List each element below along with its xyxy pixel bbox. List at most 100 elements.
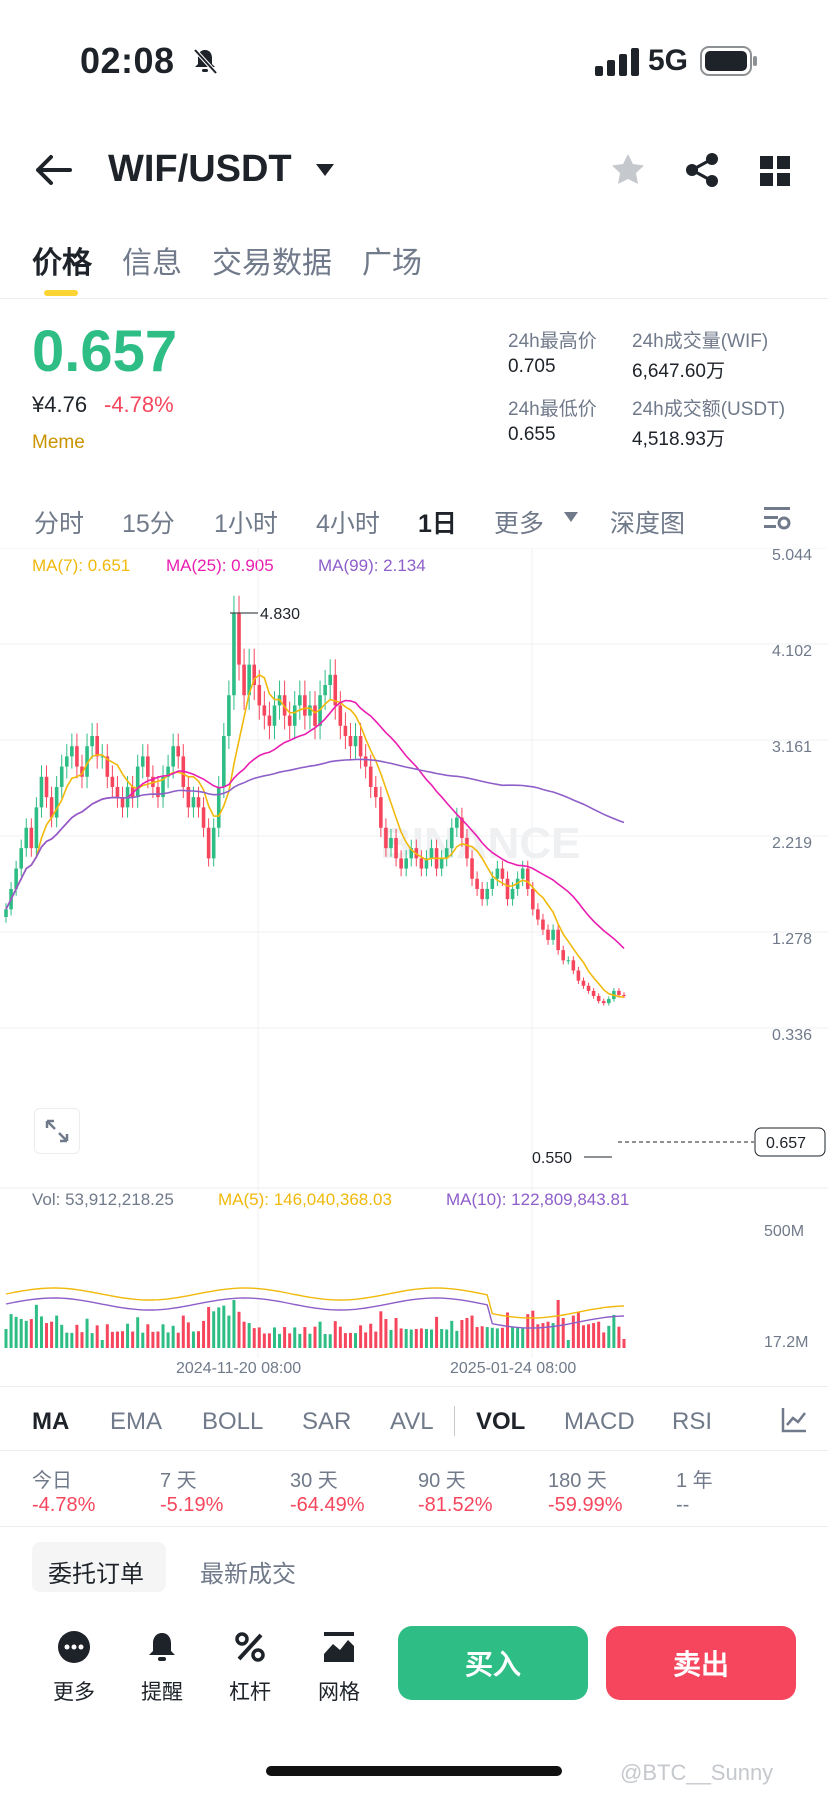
y-tick-label: 4.102 <box>772 643 812 660</box>
interval-1d[interactable]: 1日 <box>418 510 457 538</box>
tab-info[interactable]: 信息 <box>122 247 182 280</box>
candle <box>211 827 216 859</box>
volume-bar <box>232 1300 236 1348</box>
interval-line[interactable]: 分时 <box>34 510 85 538</box>
volume-bar <box>75 1324 79 1348</box>
volume-bar <box>272 1327 276 1348</box>
candle <box>323 685 327 696</box>
tab-trading-data[interactable]: 交易数据 <box>212 247 332 280</box>
volume-bar <box>278 1333 282 1348</box>
candle <box>353 736 358 747</box>
category-tag[interactable]: Meme <box>32 432 85 453</box>
favorite-star-icon[interactable] <box>610 152 646 188</box>
indicator-avl[interactable]: AVL <box>390 1408 434 1435</box>
ma-lines <box>5 673 625 998</box>
candle <box>404 858 408 869</box>
interval-1h[interactable]: 1小时 <box>214 510 278 538</box>
indicator-sar[interactable]: SAR <box>302 1408 352 1435</box>
indicator-rsi[interactable]: RSI <box>672 1408 713 1435</box>
volume-bar <box>419 1328 423 1348</box>
candle <box>566 960 571 962</box>
volume-bar <box>581 1325 585 1348</box>
period-label-7d: 7 天 <box>160 1470 197 1492</box>
y-tick-label: 1.278 <box>772 931 812 948</box>
period-label-today: 今日 <box>32 1470 72 1492</box>
alert-label[interactable]: 提醒 <box>141 1681 183 1704</box>
more-dots-icon[interactable] <box>57 1630 91 1664</box>
candle <box>424 858 429 869</box>
more-label[interactable]: 更多 <box>53 1681 95 1704</box>
candle <box>500 868 505 879</box>
indicator-macd[interactable]: MACD <box>564 1408 635 1435</box>
sell-button[interactable]: 卖出 <box>606 1626 796 1700</box>
grid-menu-icon[interactable] <box>760 156 790 186</box>
chart-watermark: BINANCE <box>380 819 580 868</box>
volume-bar <box>181 1315 185 1348</box>
indicator-settings-icon[interactable] <box>780 1406 808 1434</box>
candle <box>449 827 454 849</box>
volume-bar <box>440 1329 444 1348</box>
interval-4h[interactable]: 4小时 <box>316 510 380 538</box>
more-caret-icon[interactable] <box>564 512 578 522</box>
battery-icon <box>700 46 757 76</box>
volume-bar <box>186 1322 190 1348</box>
caret-down-icon[interactable] <box>316 164 334 176</box>
volume-bar <box>267 1333 271 1348</box>
volume-bar <box>587 1324 591 1348</box>
volume-bar <box>191 1331 195 1348</box>
volume-bar <box>80 1332 84 1348</box>
tab-recent-trades[interactable]: 最新成交 <box>200 1561 296 1588</box>
chart-settings-icon[interactable] <box>762 504 792 532</box>
alert-bell-icon[interactable] <box>145 1630 179 1664</box>
ma-line <box>5 758 625 910</box>
indicator-vol[interactable]: VOL <box>476 1408 526 1435</box>
back-arrow-icon[interactable] <box>34 152 74 188</box>
volume-bar <box>348 1332 352 1348</box>
candle <box>70 746 74 757</box>
fullscreen-button[interactable] <box>34 1108 80 1154</box>
indicator-boll[interactable]: BOLL <box>202 1408 264 1435</box>
volume-bar <box>222 1305 226 1348</box>
candle <box>186 786 191 808</box>
home-indicator[interactable] <box>266 1766 562 1776</box>
buy-button[interactable]: 买入 <box>398 1626 588 1700</box>
candle <box>556 929 560 951</box>
candle <box>358 736 363 757</box>
candle <box>308 705 312 716</box>
volume-bar <box>328 1334 332 1348</box>
indicator-ma[interactable]: MA <box>32 1408 70 1435</box>
interval-15m[interactable]: 15分 <box>122 510 175 538</box>
volume-bar <box>556 1300 560 1348</box>
signal-icon <box>595 48 639 76</box>
grid-label[interactable]: 网格 <box>318 1681 360 1704</box>
order-tab-highlight <box>32 1542 166 1592</box>
volume-bar <box>14 1316 18 1348</box>
candle <box>561 950 566 961</box>
tab-order-book[interactable]: 委托订单 <box>48 1561 144 1588</box>
volume-bar <box>470 1315 474 1348</box>
indicator-ema[interactable]: EMA <box>110 1408 163 1435</box>
pair-title[interactable]: WIF/USDT <box>108 148 292 190</box>
candle <box>444 848 449 859</box>
tab-price[interactable]: 价格 <box>32 247 92 280</box>
volume-bar <box>161 1324 165 1348</box>
candle <box>536 909 540 920</box>
high-value: 0.705 <box>508 356 556 377</box>
leverage-label[interactable]: 杠杆 <box>229 1681 271 1704</box>
volume-bar <box>34 1304 38 1348</box>
candle <box>338 705 343 726</box>
volume-bar <box>293 1327 297 1348</box>
candle <box>49 797 54 818</box>
candlestick-chart[interactable]: BINANCE 5.044 4.102 3.161 2.219 1.278 0.336 4… <box>0 548 828 1358</box>
share-icon[interactable] <box>684 152 720 188</box>
candle <box>166 766 170 777</box>
leverage-percent-icon[interactable] <box>233 1630 267 1664</box>
tab-square[interactable]: 广场 <box>362 247 422 280</box>
image-watermark: @BTC__Sunny <box>620 1760 774 1785</box>
ma-line <box>5 673 625 998</box>
interval-more[interactable]: 更多 <box>494 510 545 538</box>
low-value: 0.655 <box>508 424 556 445</box>
grid-trading-icon[interactable] <box>322 1630 356 1664</box>
interval-depth[interactable]: 深度图 <box>610 510 686 538</box>
volume-bar <box>212 1311 216 1348</box>
